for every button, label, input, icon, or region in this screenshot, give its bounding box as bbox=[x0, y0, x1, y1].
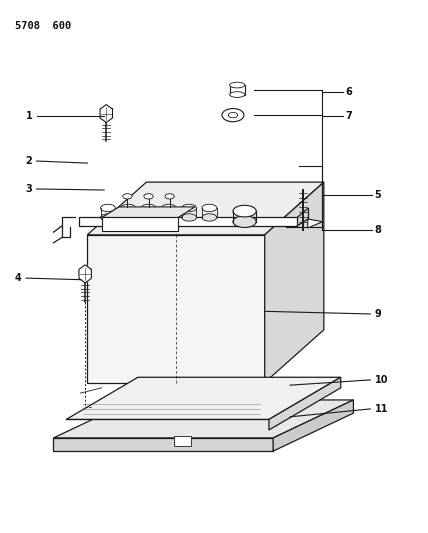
Text: 2: 2 bbox=[26, 156, 33, 166]
Ellipse shape bbox=[121, 214, 136, 221]
Ellipse shape bbox=[222, 109, 244, 122]
Ellipse shape bbox=[123, 193, 132, 199]
Text: 1: 1 bbox=[26, 111, 33, 121]
Ellipse shape bbox=[233, 205, 256, 217]
Ellipse shape bbox=[233, 216, 256, 228]
Polygon shape bbox=[79, 217, 297, 226]
Ellipse shape bbox=[141, 214, 156, 221]
Ellipse shape bbox=[161, 204, 176, 212]
Ellipse shape bbox=[229, 112, 238, 118]
Polygon shape bbox=[269, 377, 341, 430]
Text: 7: 7 bbox=[345, 111, 352, 121]
Ellipse shape bbox=[181, 204, 196, 212]
Ellipse shape bbox=[202, 204, 217, 212]
Ellipse shape bbox=[101, 214, 116, 221]
Polygon shape bbox=[102, 207, 195, 217]
Text: 9: 9 bbox=[374, 309, 381, 319]
Ellipse shape bbox=[165, 193, 174, 199]
Text: 3: 3 bbox=[26, 184, 33, 194]
Polygon shape bbox=[54, 400, 354, 438]
Polygon shape bbox=[79, 265, 91, 283]
Ellipse shape bbox=[101, 204, 116, 212]
Text: 8: 8 bbox=[374, 224, 381, 235]
Text: 10: 10 bbox=[374, 375, 388, 385]
Ellipse shape bbox=[230, 82, 245, 88]
Text: 11: 11 bbox=[374, 404, 388, 414]
Polygon shape bbox=[66, 377, 341, 419]
Polygon shape bbox=[265, 182, 324, 383]
Ellipse shape bbox=[144, 193, 153, 199]
Polygon shape bbox=[308, 219, 323, 228]
Bar bbox=[174, 437, 191, 446]
Text: 6: 6 bbox=[345, 87, 352, 98]
Polygon shape bbox=[87, 182, 324, 235]
Polygon shape bbox=[87, 235, 265, 383]
Polygon shape bbox=[273, 400, 354, 451]
Ellipse shape bbox=[121, 204, 136, 212]
Ellipse shape bbox=[230, 92, 245, 98]
Ellipse shape bbox=[141, 204, 156, 212]
Text: 5: 5 bbox=[374, 190, 381, 200]
Ellipse shape bbox=[161, 214, 176, 221]
Ellipse shape bbox=[181, 214, 196, 221]
Text: 5708  600: 5708 600 bbox=[15, 21, 72, 31]
Bar bbox=[230, 85, 245, 94]
Polygon shape bbox=[100, 104, 113, 123]
Text: 4: 4 bbox=[15, 273, 22, 283]
Ellipse shape bbox=[202, 214, 217, 221]
Polygon shape bbox=[54, 438, 273, 451]
Polygon shape bbox=[102, 217, 178, 231]
